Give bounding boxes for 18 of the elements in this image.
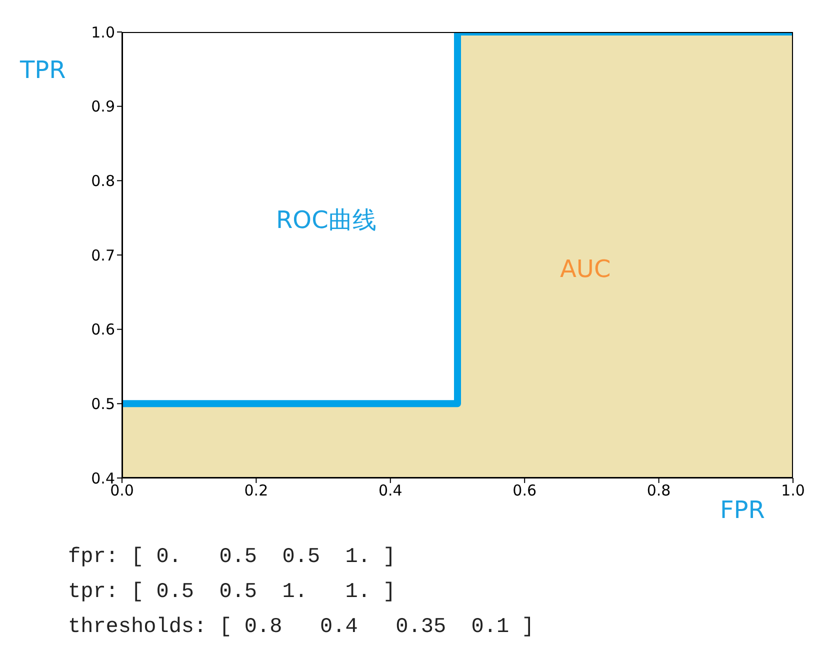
text: fpr: [ 0. 0.5 0.5 1. ] xyxy=(68,545,397,571)
annotation: ROC曲线 xyxy=(276,205,376,236)
y-tick-label: 1.0 xyxy=(91,23,115,42)
text: thresholds: [ 0.8 0.4 0.35 0.1 ] xyxy=(68,615,534,641)
y-tick-label: 0.8 xyxy=(91,172,115,190)
x-tick-label: 1.0 xyxy=(781,482,805,500)
y-tick-label: 0.7 xyxy=(91,246,115,264)
y-tick-label: 0.6 xyxy=(91,320,115,339)
annotation: AUC xyxy=(560,255,611,283)
y-axis-title: TPR xyxy=(20,56,66,84)
x-tick-label: 0.2 xyxy=(244,482,268,500)
x-tick-label: 0.8 xyxy=(646,482,671,500)
x-tick-label: 0.6 xyxy=(512,482,537,500)
x-tick-label: 0.4 xyxy=(378,482,402,500)
y-tick-label: 0.5 xyxy=(91,394,115,413)
y-tick-label: 0.9 xyxy=(91,98,115,116)
text: tpr: [ 0.5 0.5 1. 1. ] xyxy=(68,580,397,606)
x-axis-title: FPR xyxy=(720,496,765,524)
